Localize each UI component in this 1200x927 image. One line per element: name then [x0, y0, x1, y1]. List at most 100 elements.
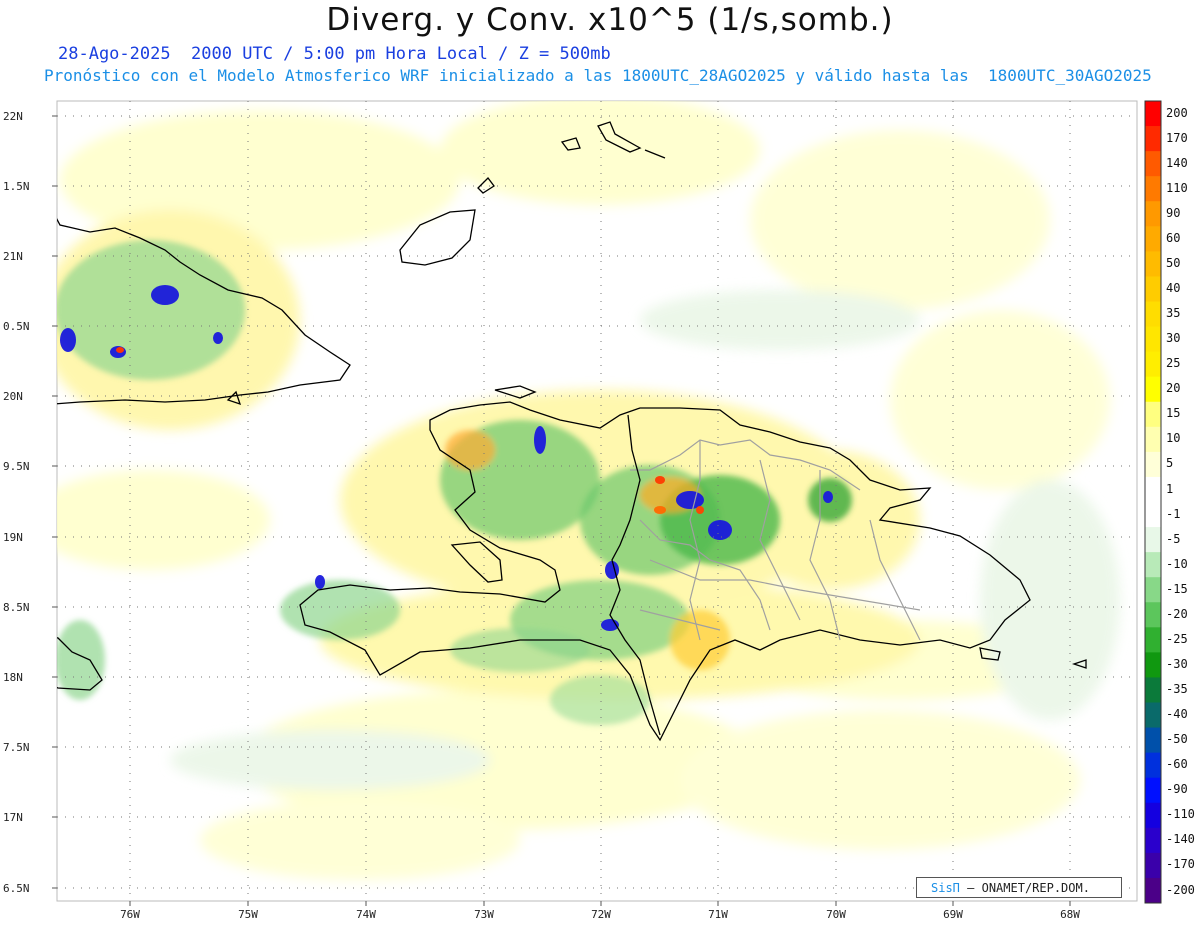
colorbar-swatch	[1145, 827, 1161, 854]
longitude-ticks	[129, 901, 1071, 906]
colorbar-level-label: -200	[1166, 882, 1195, 897]
colorbar-level-label: -10	[1166, 556, 1188, 571]
colorbar-level-label: -35	[1166, 682, 1188, 696]
shaded-field	[57, 101, 1120, 880]
colorbar-level-label: 50	[1166, 255, 1181, 270]
credit-brand: SisΠ	[931, 881, 960, 895]
colorbar-swatch	[1145, 451, 1161, 478]
colorbar-swatch	[1145, 476, 1161, 503]
model-run-subtitle: Pronóstico con el Modelo Atmosferico WRF…	[44, 66, 1152, 85]
colorbar-level-label: -170	[1166, 857, 1195, 872]
colorbar-level-label: 170	[1166, 130, 1188, 145]
lon-label: 76W	[120, 908, 140, 921]
colorbar-level-label: 140	[1166, 155, 1188, 170]
lon-label: 72W	[591, 908, 611, 921]
lat-label: 1.5N	[3, 180, 30, 193]
lon-label: 70W	[826, 908, 846, 921]
colorbar-level-label: 110	[1166, 180, 1188, 195]
valid-time-subtitle: 28-Ago-2025 2000 UTC / 5:00 pm Hora Loca…	[58, 44, 611, 64]
colorbar-level-label: 40	[1166, 281, 1181, 295]
longitude-labels: 76W 75W 74W 73W 72W 71W 70W 69W 68W	[120, 908, 1080, 921]
province-borders	[630, 439, 921, 641]
colorbar-swatch	[1145, 852, 1161, 879]
credit-box: SisΠ – ONAMET/REP.DOM.	[916, 877, 1122, 898]
colorbar-level-label: 20	[1166, 381, 1181, 396]
colorbar-level-label: -40	[1166, 707, 1188, 721]
colorbar-swatch	[1145, 777, 1161, 804]
colorbar-swatch	[1145, 627, 1161, 653]
colorbar-swatch	[1145, 702, 1161, 729]
colorbar-swatch	[1145, 401, 1161, 428]
lat-label: 19N	[3, 531, 23, 544]
colorbar-level-label: -60	[1166, 757, 1188, 772]
colorbar-swatch	[1145, 652, 1161, 678]
colorbar-level-label: -20	[1166, 606, 1188, 621]
colorbar-swatch	[1145, 301, 1161, 328]
colorbar-level-label: -5	[1166, 531, 1181, 546]
lat-label: 20N	[3, 390, 23, 403]
colorbar-level-label: 90	[1166, 205, 1181, 220]
lat-label: 21N	[3, 250, 23, 263]
colorbar-swatch	[1145, 201, 1161, 227]
colorbar-level-label: 35	[1166, 306, 1181, 320]
colorbar-swatch	[1145, 226, 1161, 252]
colorbar-swatch	[1145, 877, 1161, 904]
lat-label: 22N	[3, 110, 23, 123]
lon-label: 75W	[238, 908, 258, 921]
colorbar-level-label: -110	[1166, 807, 1195, 822]
colorbar-swatch	[1145, 752, 1161, 779]
lon-label: 69W	[943, 908, 963, 921]
colorbar-swatch	[1145, 351, 1161, 378]
colorbar-swatch	[1145, 151, 1161, 177]
lat-label: 17N	[3, 811, 23, 824]
colorbar-level-label: -90	[1166, 782, 1188, 797]
colorbar-level-label: -140	[1166, 832, 1195, 847]
colorbar-level-label: -1	[1166, 506, 1181, 521]
colorbar-swatch	[1145, 677, 1161, 703]
map-title: Diverg. y Conv. x10^5 (1/s,somb.)	[326, 2, 894, 38]
lat-label: 18N	[3, 671, 23, 684]
lon-label: 71W	[708, 908, 728, 921]
colorbar-swatch	[1145, 727, 1161, 754]
colorbar-swatch	[1145, 426, 1161, 453]
colorbar-level-label: 30	[1166, 331, 1181, 346]
colorbar-level-label: 10	[1166, 431, 1181, 446]
colorbar-level-label: -30	[1166, 656, 1188, 671]
colorbar-level-label: -25	[1166, 631, 1188, 646]
lat-label: 6.5N	[3, 882, 30, 895]
colorbar	[1144, 100, 1162, 904]
colorbar-swatch	[1145, 326, 1161, 353]
colorbar-swatch	[1145, 552, 1161, 578]
colorbar-swatch	[1145, 101, 1161, 127]
colorbar-level-label: 25	[1166, 356, 1181, 371]
colorbar-swatch	[1145, 527, 1161, 553]
colorbar-swatch	[1145, 602, 1161, 628]
colorbar-swatch	[1145, 376, 1161, 403]
international-border	[609, 414, 661, 736]
coastlines	[57, 121, 1087, 742]
colorbar-level-label: 200	[1166, 105, 1188, 120]
lon-label: 74W	[356, 908, 376, 921]
colorbar-swatch	[1145, 577, 1161, 603]
colorbar-level-label: -50	[1166, 732, 1188, 747]
colorbar-swatch	[1145, 276, 1161, 302]
lat-lon-grid	[57, 101, 1137, 901]
colorbar-level-label: 60	[1166, 230, 1181, 245]
colorbar-level-label: 5	[1166, 456, 1174, 471]
latitude-labels: 22N 1.5N 21N 0.5N 20N 9.5N 19N 8.5N 18N …	[3, 110, 30, 895]
colorbar-level-label: 1	[1166, 481, 1174, 496]
credit-text: – ONAMET/REP.DOM.	[967, 881, 1090, 895]
colorbar-swatch	[1145, 251, 1161, 277]
colorbar-level-label: 15	[1166, 406, 1181, 421]
lon-label: 68W	[1060, 908, 1080, 921]
lat-label: 8.5N	[3, 601, 30, 614]
colorbar-swatch	[1145, 802, 1161, 829]
lat-label: 7.5N	[3, 741, 30, 754]
colorbar-frame	[1144, 100, 1162, 904]
latitude-ticks	[52, 115, 57, 889]
colorbar-swatch	[1145, 126, 1161, 152]
colorbar-swatch	[1145, 176, 1161, 202]
lat-label: 0.5N	[3, 320, 30, 333]
colorbar-swatch	[1145, 502, 1161, 528]
